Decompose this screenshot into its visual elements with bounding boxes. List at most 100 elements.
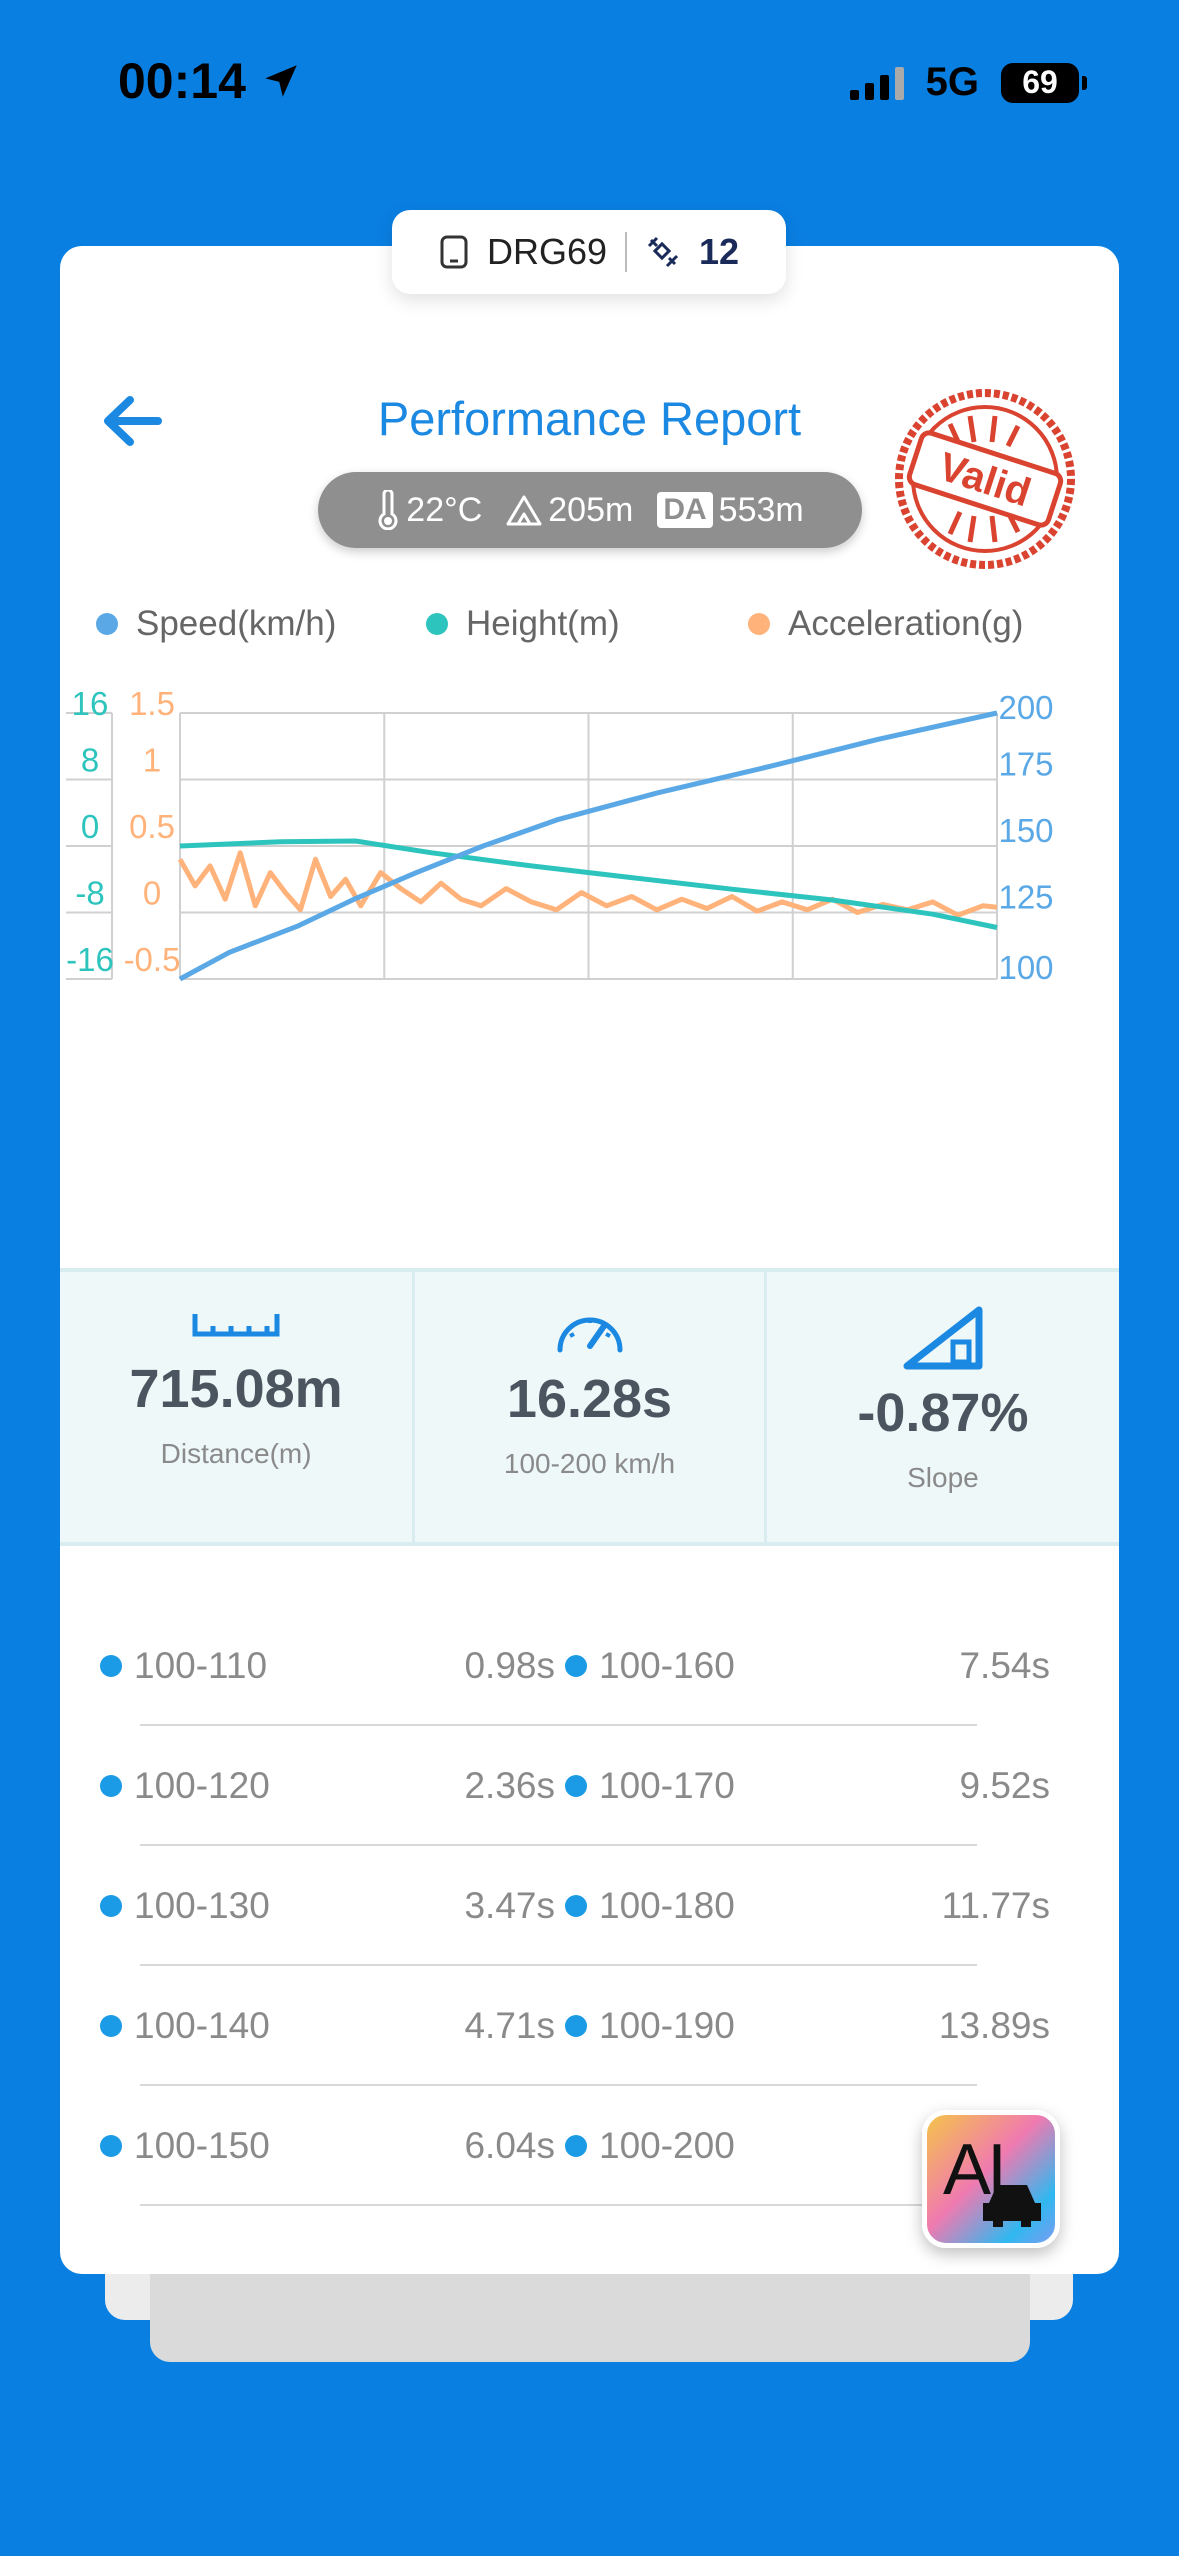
report-card: Performance Report 22°C 205m DA 553m Val… bbox=[60, 246, 1119, 2274]
split-range: 100-110 bbox=[134, 1645, 268, 1686]
slope-label: Slope bbox=[907, 1462, 979, 1493]
acceleration-tick-label: 0 bbox=[143, 875, 161, 912]
legend-item-height[interactable]: Height(m) bbox=[426, 604, 748, 644]
split-range: 100-170 bbox=[599, 1765, 735, 1806]
da-badge: DA bbox=[657, 492, 713, 528]
split-times-list: 100-110 0.98s 100-160 7.54s 100-120 2.36s 1… bbox=[60, 1606, 1119, 2206]
stat-time: 16.28s 100-200 km/h bbox=[415, 1272, 767, 1542]
speedometer-icon bbox=[557, 1317, 622, 1353]
split-bullet bbox=[565, 2135, 587, 2157]
acceleration-tick-label: 0.5 bbox=[129, 808, 175, 845]
car-icon bbox=[983, 2185, 1041, 2227]
split-item: 100-180 11.77s bbox=[555, 1846, 1050, 1966]
row-divider bbox=[140, 1724, 977, 1726]
device-name: DRG69 bbox=[486, 231, 607, 272]
speed-tick-label: 150 bbox=[998, 812, 1053, 849]
valid-stamp-icon: Valid bbox=[895, 389, 1075, 569]
split-time: 6.04s bbox=[464, 2125, 555, 2166]
split-bullet bbox=[565, 1775, 587, 1797]
legend-item-acceleration[interactable]: Acceleration(g) bbox=[748, 604, 1023, 644]
split-range: 100-160 bbox=[599, 1645, 735, 1686]
split-bullet bbox=[565, 1655, 587, 1677]
ai-assistant-button[interactable]: AI bbox=[922, 2110, 1060, 2248]
time-label: 100-200 km/h bbox=[503, 1448, 676, 1479]
row-divider bbox=[140, 2204, 977, 2206]
device-icon bbox=[440, 235, 468, 269]
split-bullet bbox=[100, 1775, 122, 1797]
height-tick-label: 0 bbox=[81, 808, 99, 845]
status-bar-right: 5G 69 bbox=[849, 60, 1087, 105]
battery-level: 69 bbox=[1022, 64, 1058, 100]
split-range: 100-180 bbox=[599, 1885, 735, 1926]
legend-dot-height bbox=[426, 613, 448, 635]
altitude-value: 205m bbox=[548, 490, 634, 529]
stat-slope: -0.87% Slope bbox=[767, 1272, 1119, 1542]
mountain-icon bbox=[506, 495, 542, 526]
speed-tick-label: 100 bbox=[998, 949, 1053, 986]
acceleration-tick-label: 1.5 bbox=[129, 685, 175, 722]
legend-label-height: Height(m) bbox=[466, 604, 620, 643]
split-range: 100-150 bbox=[134, 2125, 270, 2166]
split-time: 7.54s bbox=[959, 1645, 1050, 1686]
back-arrow-icon[interactable] bbox=[88, 376, 178, 466]
legend-item-speed[interactable]: Speed(km/h) bbox=[96, 604, 426, 644]
stats-panel: 715.08m Distance(m) 16.28s 100-200 km/h … bbox=[60, 1268, 1119, 1546]
legend-dot-speed bbox=[96, 613, 118, 635]
split-bullet bbox=[100, 2135, 122, 2157]
split-item: 100-200 bbox=[555, 2086, 1050, 2206]
height-tick-label: -16 bbox=[66, 941, 114, 978]
legend-dot-acceleration bbox=[748, 613, 770, 635]
split-range: 100-130 bbox=[134, 1885, 270, 1926]
split-time: 2.36s bbox=[464, 1765, 555, 1806]
height-tick-label: 8 bbox=[81, 742, 99, 779]
split-row: 100-110 0.98s 100-160 7.54s bbox=[60, 1606, 1119, 1726]
time-value: 16.28s bbox=[506, 1369, 673, 1429]
split-item: 100-160 7.54s bbox=[555, 1606, 1050, 1726]
split-time: 9.52s bbox=[959, 1765, 1050, 1806]
performance-chart: 16 8 0 -8 -16 1.5 1 0.5 0 -0.5 200 175 150 125 100 bbox=[66, 685, 1054, 986]
split-time: 4.71s bbox=[464, 2005, 555, 2046]
location-arrow-icon bbox=[265, 65, 297, 97]
acceleration-tick-label: 1 bbox=[143, 742, 161, 779]
density-altitude-item: DA 553m bbox=[657, 491, 804, 530]
split-bullet bbox=[100, 1655, 122, 1677]
row-divider bbox=[140, 1844, 977, 1846]
temperature-value: 22°C bbox=[406, 490, 483, 529]
split-bullet bbox=[565, 1895, 587, 1917]
temperature-item: 22°C bbox=[376, 490, 482, 530]
split-item: 100-190 13.89s bbox=[555, 1966, 1050, 2086]
height-tick-label: -8 bbox=[75, 875, 104, 912]
height-tick-label: 16 bbox=[72, 685, 109, 722]
signal-icon bbox=[849, 66, 904, 100]
thermometer-icon bbox=[378, 490, 398, 530]
legend-label-speed: Speed(km/h) bbox=[136, 604, 337, 643]
speed-tick-label: 200 bbox=[998, 689, 1053, 726]
altitude-item: 205m bbox=[506, 491, 633, 530]
split-item: 100-150 6.04s bbox=[60, 2086, 555, 2206]
ruler-icon bbox=[192, 1314, 280, 1337]
distance-label: Distance(m) bbox=[160, 1438, 312, 1469]
split-range: 100-200 bbox=[599, 2125, 735, 2166]
speed-tick-label: 175 bbox=[998, 746, 1053, 783]
split-row: 100-150 6.04s 100-200 bbox=[60, 2086, 1119, 2206]
split-time: 3.47s bbox=[464, 1885, 555, 1926]
satellite-count: 12 bbox=[699, 231, 740, 272]
row-divider bbox=[140, 1964, 977, 1966]
stat-distance: 715.08m Distance(m) bbox=[60, 1272, 416, 1542]
split-bullet bbox=[100, 2015, 122, 2037]
split-row: 100-130 3.47s 100-180 11.77s bbox=[60, 1846, 1119, 1966]
acceleration-tick-label: -0.5 bbox=[124, 941, 181, 978]
status-bar-time: 00:14 bbox=[118, 52, 302, 110]
satellite-icon bbox=[647, 236, 679, 268]
chart-legend: Speed(km/h) Height(m) Acceleration(g) bbox=[96, 604, 1096, 644]
split-row: 100-120 2.36s 100-170 9.52s bbox=[60, 1726, 1119, 1846]
split-item: 100-140 4.71s bbox=[60, 1966, 555, 2086]
battery-icon: 69 bbox=[1001, 62, 1087, 103]
device-selector[interactable]: DRG69 12 bbox=[392, 210, 786, 294]
page-title: Performance Report bbox=[377, 392, 802, 445]
split-range: 100-120 bbox=[134, 1765, 270, 1806]
split-time: 0.98s bbox=[464, 1645, 555, 1686]
series-line-height bbox=[179, 838, 998, 930]
conditions-pill: 22°C 205m DA 553m bbox=[318, 472, 862, 548]
split-item: 100-130 3.47s bbox=[60, 1846, 555, 1966]
